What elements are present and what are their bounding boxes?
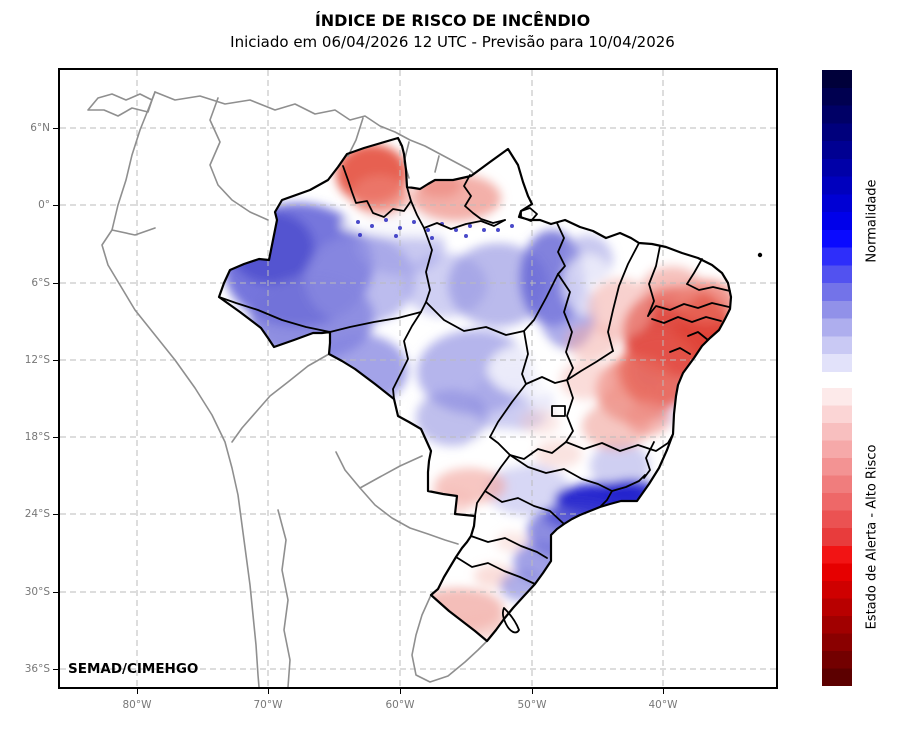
lagoa-dos-patos bbox=[502, 607, 520, 634]
lat-tick-mark bbox=[53, 205, 58, 207]
lat-tick-mark bbox=[53, 283, 58, 285]
border-amazonas-para bbox=[420, 227, 433, 313]
state-borders bbox=[217, 136, 763, 643]
border-para-maranhao bbox=[556, 222, 566, 275]
border-goias-minas bbox=[509, 441, 567, 460]
lat-tick-mark bbox=[53, 669, 58, 671]
figure-title: ÍNDICE DE RISCO DE INCÊNDIO bbox=[314, 11, 591, 30]
lon-tick-mark bbox=[137, 689, 139, 694]
lon-tick-label: 60°W bbox=[385, 699, 415, 711]
graticule-gridlines bbox=[60, 70, 776, 687]
border-distrito-federal bbox=[551, 405, 566, 417]
border-espirito-santo bbox=[643, 441, 655, 479]
border-rj-minas bbox=[611, 474, 646, 492]
lat-tick-label: 36°S bbox=[24, 663, 50, 675]
border-tocantins-west bbox=[489, 273, 559, 438]
colorbar-alert-label: Estado de Alerta - Alto Risco bbox=[864, 444, 880, 630]
lat-tick-label: 6°S bbox=[31, 277, 50, 289]
border-ceara-east bbox=[686, 258, 703, 285]
brazil-risk-map bbox=[60, 70, 776, 687]
border-ms-east bbox=[474, 454, 511, 517]
map-credit-label: SEMAD/CIMEHGO bbox=[68, 661, 199, 677]
lon-tick-label: 40°W bbox=[648, 699, 678, 711]
border-sp-minas bbox=[509, 454, 613, 492]
lat-tick-label: 6°N bbox=[30, 122, 50, 134]
border-pb-pe bbox=[647, 302, 730, 317]
border-bahia-minas bbox=[565, 433, 674, 452]
lat-tick-mark bbox=[53, 360, 58, 362]
lon-tick-label: 70°W bbox=[253, 699, 283, 711]
border-sc-rs bbox=[455, 556, 536, 585]
border-goias-tocantins bbox=[525, 376, 568, 385]
border-goias-ms bbox=[489, 436, 511, 456]
border-piaui-bahia bbox=[566, 350, 614, 381]
border-alagoas-sergipe bbox=[687, 331, 709, 341]
border-roraima bbox=[342, 165, 412, 218]
lon-tick-label: 80°W bbox=[122, 699, 152, 711]
border-pe-bahia bbox=[651, 316, 722, 324]
marajo-island bbox=[520, 207, 538, 222]
border-amapa bbox=[463, 174, 506, 224]
lon-tick-mark bbox=[663, 689, 665, 694]
amazon-river-dots bbox=[356, 218, 514, 240]
fernando-de-noronha-dot bbox=[757, 252, 763, 258]
map-area: SEMAD/CIMEHGO bbox=[58, 68, 778, 689]
lat-tick-label: 0° bbox=[38, 199, 50, 211]
lon-tick-mark bbox=[532, 689, 534, 694]
border-parana-sc bbox=[470, 535, 548, 559]
border-sergipe-bahia bbox=[669, 347, 691, 355]
border-rn-pb bbox=[686, 283, 731, 292]
lon-tick-mark bbox=[268, 689, 270, 694]
border-sp-parana bbox=[484, 490, 565, 525]
lat-tick-mark bbox=[53, 592, 58, 594]
lat-tick-mark bbox=[53, 437, 58, 439]
border-rj-sp bbox=[599, 490, 613, 508]
border-para-matogrosso bbox=[425, 301, 525, 336]
colorbar-alert bbox=[822, 388, 852, 686]
lat-tick-mark bbox=[53, 128, 58, 130]
border-bahia-tocantins bbox=[565, 379, 574, 443]
border-north-para bbox=[410, 200, 506, 230]
lat-tick-label: 12°S bbox=[24, 354, 50, 366]
figure-subtitle: Iniciado em 06/04/2026 12 UTC - Previsão… bbox=[230, 33, 675, 51]
colorbar-normal bbox=[822, 70, 852, 372]
border-tocantins-maranhao bbox=[557, 273, 574, 381]
south-america-context-outline bbox=[87, 91, 488, 687]
lon-tick-mark bbox=[400, 689, 402, 694]
border-amazonas-south bbox=[329, 311, 422, 333]
lat-tick-mark bbox=[53, 514, 58, 516]
border-piaui-ceara bbox=[647, 245, 661, 317]
border-acre bbox=[218, 296, 331, 333]
lat-tick-label: 24°S bbox=[24, 508, 50, 520]
lon-tick-label: 50°W bbox=[517, 699, 547, 711]
lat-tick-label: 30°S bbox=[24, 586, 50, 598]
border-rondonia bbox=[392, 311, 422, 400]
colorbar-normal-label: Normalidade bbox=[864, 179, 880, 263]
lat-tick-label: 18°S bbox=[24, 431, 50, 443]
border-maranhao-piaui bbox=[607, 242, 640, 352]
